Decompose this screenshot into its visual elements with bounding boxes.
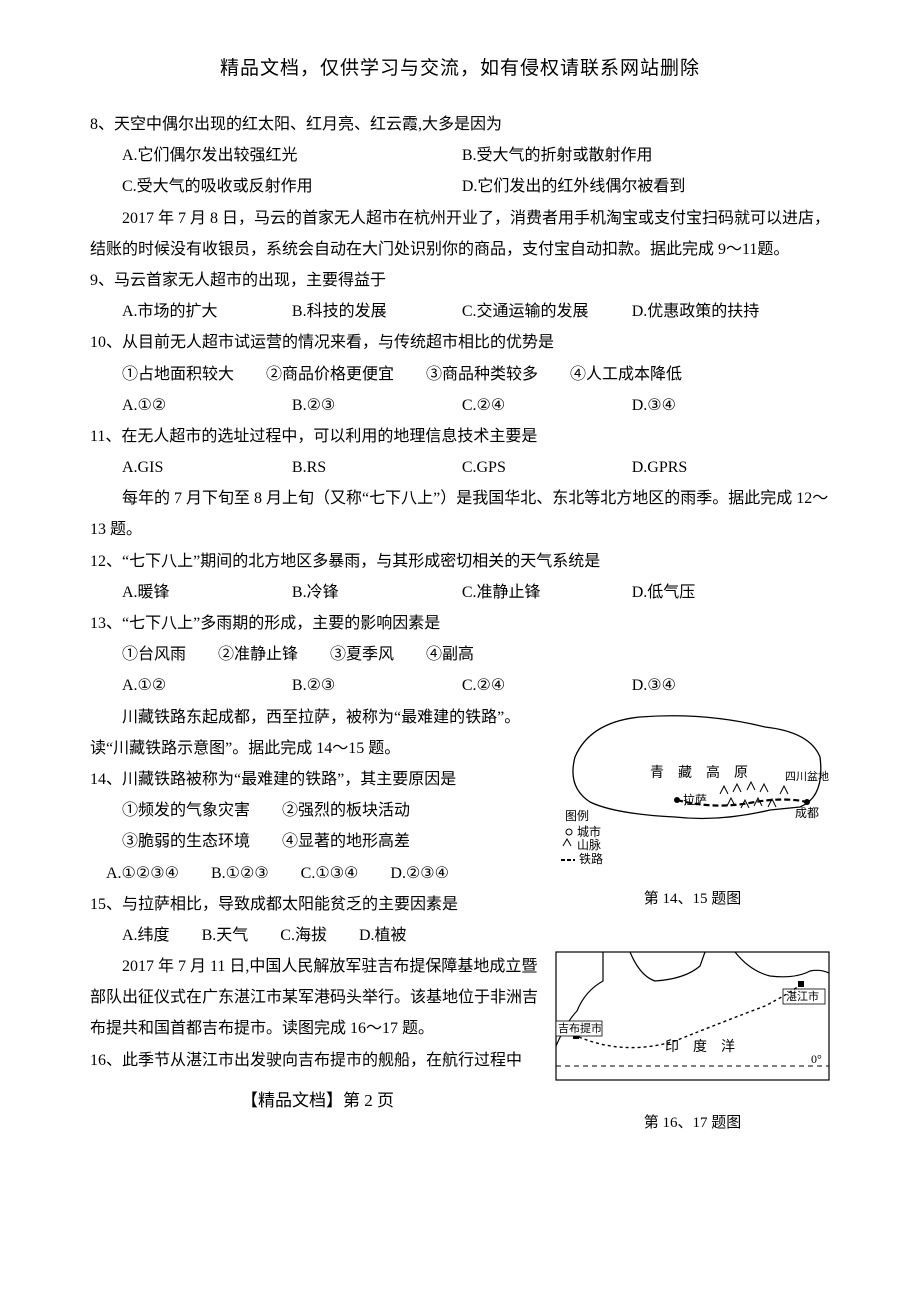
legend-city: 城市 — [577, 824, 601, 839]
question-8: 8、天空中偶尔出现的红太阳、红月亮、红云霞,大多是因为 A.它们偶尔发出较强红光… — [90, 109, 830, 203]
legend-rail: 铁路 — [579, 851, 603, 866]
q8-opt-a: A.它们偶尔发出较强红光 — [122, 140, 462, 171]
q8-opt-d: D.它们发出的红外线偶尔被看到 — [462, 171, 802, 202]
q11-opt-d: D.GPRS — [632, 452, 802, 483]
q14-opt-c: C.①③④ — [301, 865, 359, 882]
label-plateau: 青 藏 高 原 — [650, 764, 748, 781]
q14-opt-d: D.②③④ — [390, 865, 449, 882]
q8-options-row2: C.受大气的吸收或反射作用 D.它们发出的红外线偶尔被看到 — [122, 171, 830, 202]
q15-opt-a: A.纬度 — [122, 927, 170, 944]
q8-opt-b: B.受大气的折射或散射作用 — [462, 140, 802, 171]
q10-sub: ①占地面积较大 ②商品价格更便宜 ③商品种类较多 ④人工成本降低 — [122, 359, 830, 390]
q11-opt-a: A.GIS — [122, 452, 292, 483]
q13-opt-a: A.①② — [122, 670, 292, 701]
q8-stem: 8、天空中偶尔出现的红太阳、红月亮、红云霞,大多是因为 — [90, 109, 830, 140]
q14-opt-a: A.①②③④ — [106, 865, 179, 882]
q15-opt-b: B.天气 — [202, 927, 249, 944]
q12-stem: 12、“七下八上”期间的北方地区多暴雨，与其形成密切相关的天气系统是 — [90, 546, 830, 577]
q8-opt-c: C.受大气的吸收或反射作用 — [122, 171, 462, 202]
legend-mountain: 山脉 — [577, 837, 601, 852]
q10-opt-a: A.①② — [122, 390, 292, 421]
q11-stem: 11、在无人超市的选址过程中，可以利用的地理信息技术主要是 — [90, 421, 830, 452]
map-14-15-caption: 第 14、15 题图 — [555, 885, 830, 914]
q13-options: A.①② B.②③ C.②④ D.③④ — [122, 670, 830, 701]
q13-opt-d: D.③④ — [632, 670, 802, 701]
q12-opt-b: B.冷锋 — [292, 577, 462, 608]
q11-opt-c: C.GPS — [462, 452, 632, 483]
q15-opt-c: C.海拔 — [280, 927, 327, 944]
map-16-17-caption: 第 16、17 题图 — [555, 1109, 830, 1138]
q11-options: A.GIS B.RS C.GPS D.GPRS — [122, 452, 830, 483]
q9-opt-b: B.科技的发展 — [292, 296, 462, 327]
question-9: 9、马云首家无人超市的出现，主要得益于 A.市场的扩大 B.科技的发展 C.交通… — [90, 265, 830, 327]
q14-opt-b: B.①②③ — [211, 865, 269, 882]
q12-opt-a: A.暖锋 — [122, 577, 292, 608]
q15-opt-d: D.植被 — [359, 927, 407, 944]
q13-opt-b: B.②③ — [292, 670, 462, 701]
question-13: 13、“七下八上”多雨期的形成，主要的影响因素是 ①台风雨 ②准静止锋 ③夏季风… — [90, 608, 830, 702]
q10-opt-b: B.②③ — [292, 390, 462, 421]
q8-options-row1: A.它们偶尔发出较强红光 B.受大气的折射或散射作用 — [122, 140, 830, 171]
question-10: 10、从目前无人超市试运营的情况来看，与传统超市相比的优势是 ①占地面积较大 ②… — [90, 327, 830, 421]
context-9-11: 2017 年 7 月 8 日，马云的首家无人超市在杭州开业了，消费者用手机淘宝或… — [90, 203, 830, 265]
q15-options: A.纬度 B.天气 C.海拔 D.植被 — [122, 920, 830, 951]
label-sichuan-basin: 四川盆地 — [785, 769, 829, 783]
q13-sub: ①台风雨 ②准静止锋 ③夏季风 ④副高 — [122, 639, 830, 670]
label-indian-ocean: 印 度 洋 — [665, 1039, 735, 1055]
map-14-15: 青 藏 高 原 拉萨 成都 四川盆地 图例 城市 山脉 铁路 第 1 — [555, 702, 830, 915]
q10-opt-c: C.②④ — [462, 390, 632, 421]
q10-stem: 10、从目前无人超市试运营的情况来看，与传统超市相比的优势是 — [90, 327, 830, 358]
q10-options: A.①② B.②③ C.②④ D.③④ — [122, 390, 830, 421]
legend-title: 图例 — [565, 809, 589, 823]
q9-options: A.市场的扩大 B.科技的发展 C.交通运输的发展 D.优惠政策的扶持 — [122, 296, 830, 327]
label-djibouti: 吉布提市 — [558, 1021, 602, 1035]
q13-stem: 13、“七下八上”多雨期的形成，主要的影响因素是 — [90, 608, 830, 639]
header-notice: 精品文档，仅供学习与交流，如有侵权请联系网站删除 — [90, 50, 830, 87]
context-12-13: 每年的 7 月下旬至 8 月上旬（又称“七下八上”）是我国华北、东北等北方地区的… — [90, 483, 830, 545]
q9-opt-c: C.交通运输的发展 — [462, 296, 632, 327]
map-16-17: 0° 吉布提市 湛江市 印 度 洋 第 16、17 题图 — [555, 951, 830, 1139]
question-12: 12、“七下八上”期间的北方地区多暴雨，与其形成密切相关的天气系统是 A.暖锋 … — [90, 546, 830, 608]
q12-opt-c: C.准静止锋 — [462, 577, 632, 608]
q9-opt-a: A.市场的扩大 — [122, 296, 292, 327]
map-16-17-svg: 0° 吉布提市 湛江市 印 度 洋 — [555, 951, 830, 1096]
q11-opt-b: B.RS — [292, 452, 462, 483]
q12-opt-d: D.低气压 — [632, 577, 802, 608]
q12-options: A.暖锋 B.冷锋 C.准静止锋 D.低气压 — [122, 577, 830, 608]
page-root: 精品文档，仅供学习与交流，如有侵权请联系网站删除 8、天空中偶尔出现的红太阳、红… — [0, 0, 920, 1169]
q9-opt-d: D.优惠政策的扶持 — [632, 296, 802, 327]
label-chengdu: 成都 — [795, 806, 819, 820]
label-equator: 0° — [811, 1052, 822, 1066]
map-14-15-svg: 青 藏 高 原 拉萨 成都 四川盆地 图例 城市 山脉 铁路 — [555, 702, 830, 872]
q9-stem: 9、马云首家无人超市的出现，主要得益于 — [90, 265, 830, 296]
q10-opt-d: D.③④ — [632, 390, 802, 421]
q13-opt-c: C.②④ — [462, 670, 632, 701]
question-11: 11、在无人超市的选址过程中，可以利用的地理信息技术主要是 A.GIS B.RS… — [90, 421, 830, 483]
